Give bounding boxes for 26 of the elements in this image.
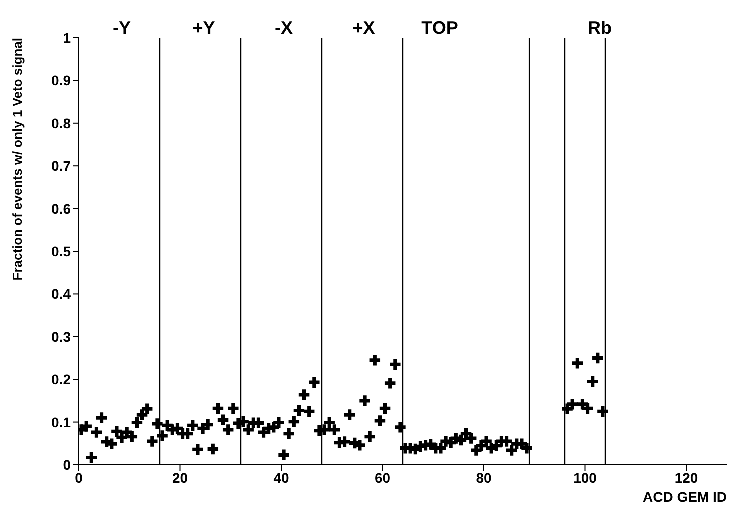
y-tick-label: 0.3 [52,328,72,345]
text: +Y [192,18,216,38]
x-tick-label: 0 [75,470,84,486]
text: Rb [588,18,612,38]
y-tick-label: 0 [63,456,72,473]
x-tick-label: 120 [674,470,698,486]
x-tick-label: 80 [476,470,492,486]
y-tick-label: 0.9 [52,72,72,89]
text: TOP [422,18,458,38]
text: -Y [113,18,131,38]
y-tick-label: 0.8 [52,115,72,132]
text: +X [352,18,376,38]
text: -X [275,18,293,38]
y-tick-label: 0.1 [52,414,72,430]
y-tick-label: 1 [63,30,72,46]
y-tick-label: 0.4 [52,286,72,302]
y-tick-label: 0.5 [52,243,72,260]
y-tick-label: 0.7 [52,158,72,174]
x-tick-label: 40 [274,470,290,486]
x-axis-title: ACD GEM ID [643,489,727,505]
y-axis-title: Fraction of events w/ only 1 Veto signal [10,38,25,281]
x-tick-label: 100 [574,470,598,486]
y-tick-label: 0.2 [52,372,72,388]
x-tick-label: 60 [374,470,391,486]
x-tick-label: 20 [172,470,188,486]
y-tick-label: 0.6 [52,200,72,217]
